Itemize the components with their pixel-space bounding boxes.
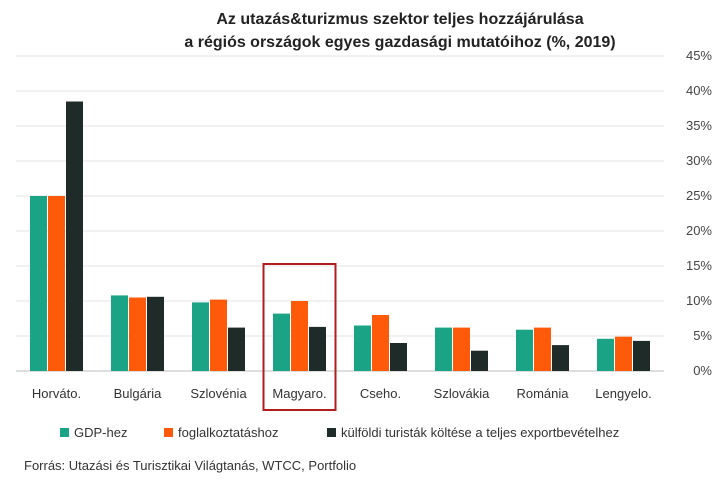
y-tick-label: 15% bbox=[686, 258, 712, 273]
x-tick-label: Szlovénia bbox=[190, 386, 247, 401]
legend-swatch bbox=[164, 428, 173, 437]
bar bbox=[210, 299, 227, 371]
bar bbox=[111, 295, 128, 371]
legend: GDP-hez foglalkoztatáshoz külföldi turistá… bbox=[60, 425, 619, 440]
x-tick-label: Horváto. bbox=[32, 386, 81, 401]
x-tick-label: Cseho. bbox=[360, 386, 401, 401]
y-tick-label: 45% bbox=[686, 48, 712, 63]
x-tick-label: Magyaro. bbox=[272, 386, 326, 401]
bar bbox=[633, 340, 650, 371]
bar bbox=[273, 313, 290, 371]
bar bbox=[30, 196, 47, 371]
bar bbox=[228, 327, 245, 371]
bar bbox=[66, 101, 83, 371]
bar bbox=[516, 329, 533, 371]
highlight-box bbox=[262, 263, 337, 411]
legend-label: GDP-hez bbox=[74, 425, 127, 440]
chart-title-line-2: a régiós országok egyes gazdasági mutató… bbox=[184, 34, 615, 51]
legend-label: külföldi turisták költése a teljes expor… bbox=[341, 425, 619, 440]
chart-title-line-1: Az utazás&turizmus szektor teljes hozzáj… bbox=[216, 11, 583, 28]
chart-title: Az utazás&turizmus szektor teljes hozzáj… bbox=[184, 11, 615, 51]
y-tick-label: 40% bbox=[686, 83, 712, 98]
bar bbox=[372, 315, 389, 371]
x-tick-label: Bulgária bbox=[114, 386, 162, 401]
bar bbox=[354, 325, 371, 371]
source-note: Forrás: Utazási és Turisztikai Világtaná… bbox=[24, 458, 356, 473]
bar bbox=[147, 296, 164, 371]
bar bbox=[48, 196, 65, 371]
bar-series bbox=[30, 101, 650, 371]
legend-swatch bbox=[60, 428, 69, 437]
legend-label: foglalkoztatáshoz bbox=[178, 425, 278, 440]
bar bbox=[534, 327, 551, 371]
bar bbox=[435, 327, 452, 371]
bar bbox=[471, 350, 488, 371]
bar bbox=[390, 343, 407, 371]
bar bbox=[309, 326, 326, 371]
y-axis-ticks: 0% 5% 10% 15% 20% 25% 30% 35% 40% 45% bbox=[686, 48, 712, 378]
bar bbox=[291, 301, 308, 371]
y-tick-label: 30% bbox=[686, 153, 712, 168]
bar bbox=[597, 338, 614, 371]
category-labels: Horváto. Bulgária Szlovénia Magyaro. Cseho. S… bbox=[32, 386, 652, 401]
x-tick-label: Lengyelo. bbox=[595, 386, 651, 401]
x-tick-label: Románia bbox=[516, 386, 569, 401]
y-tick-label: 20% bbox=[686, 223, 712, 238]
bar bbox=[453, 327, 470, 371]
y-tick-label: 25% bbox=[686, 188, 712, 203]
y-tick-label: 35% bbox=[686, 118, 712, 133]
x-tick-label: Szlovákia bbox=[434, 386, 490, 401]
bar bbox=[615, 336, 632, 371]
bar bbox=[129, 297, 146, 371]
y-tick-label: 10% bbox=[686, 293, 712, 308]
bar bbox=[192, 302, 209, 371]
y-tick-label: 5% bbox=[693, 328, 712, 343]
y-tick-label: 0% bbox=[693, 363, 712, 378]
bar bbox=[552, 345, 569, 371]
legend-swatch bbox=[327, 428, 336, 437]
